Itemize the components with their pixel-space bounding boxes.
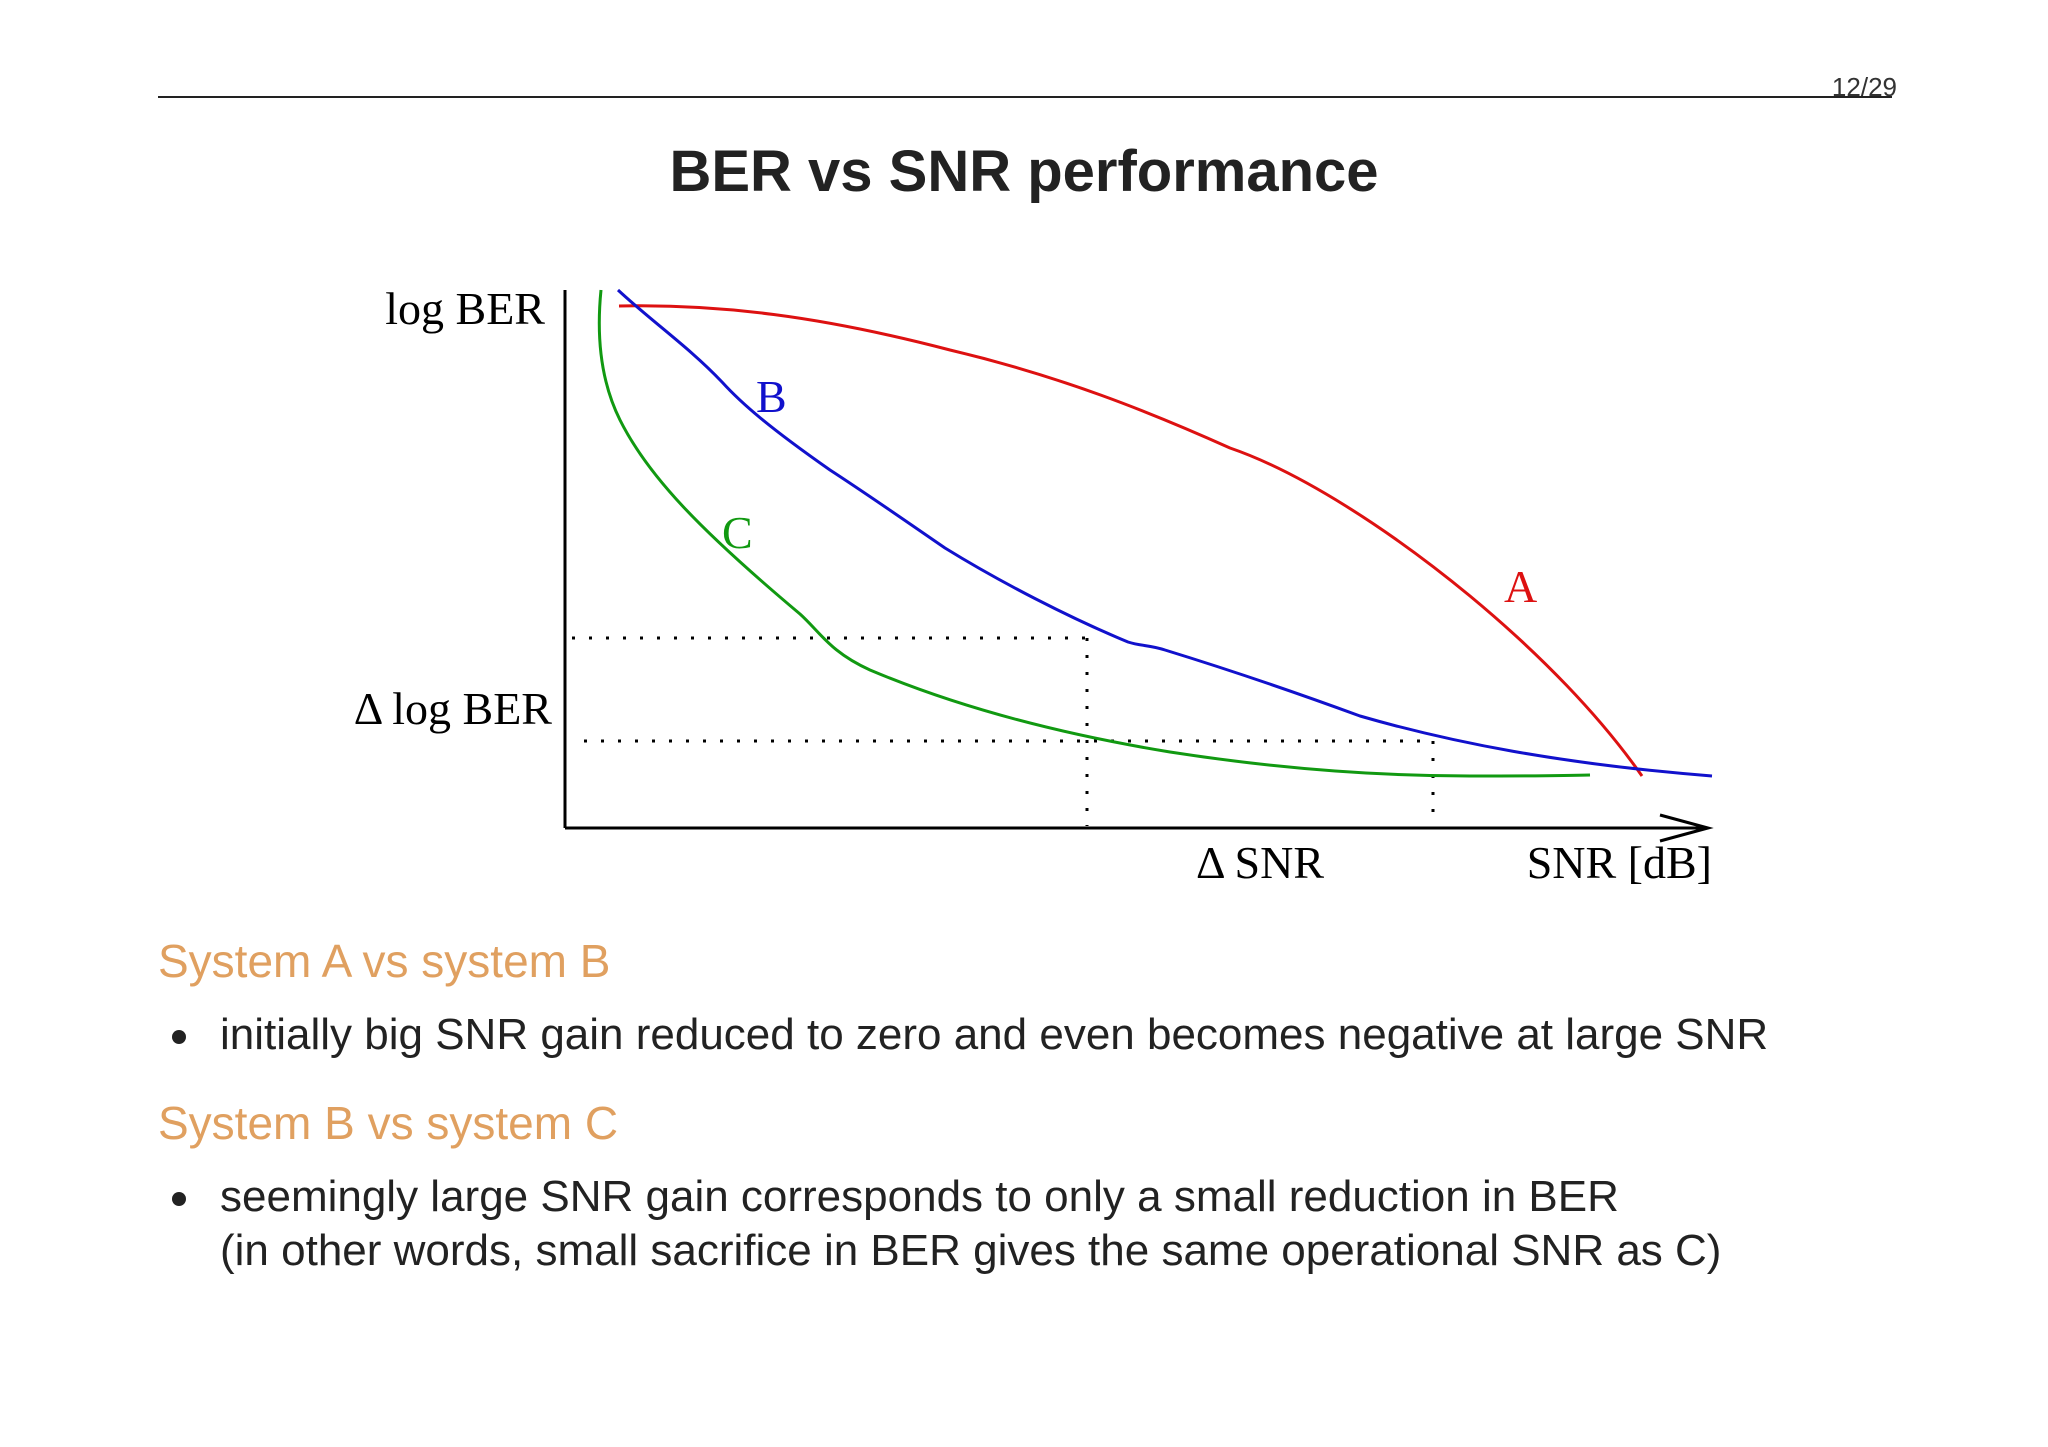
curve-label-b: B: [756, 371, 787, 422]
curve-label-c: C: [722, 507, 753, 558]
y-axis-label: log BER: [385, 283, 545, 334]
slide-title: BER vs SNR performance: [669, 139, 1379, 204]
x-axis-label: SNR [dB]: [1527, 837, 1712, 888]
header-divider: [158, 96, 1892, 98]
delta-snr-label: Δ SNR: [1196, 837, 1324, 888]
bullet-text: initially big SNR gain reduced to zero a…: [220, 1010, 1769, 1059]
bullet-icon: [172, 1192, 186, 1206]
section-heading-b-vs-c: System B vs system C: [158, 1097, 619, 1149]
curve-b: [616, 288, 1713, 778]
bullet-b-vs-c: seemingly large SNR gain corresponds to …: [172, 1170, 1721, 1278]
bullet-a-vs-b: initially big SNR gain reduced to zero a…: [172, 1008, 1768, 1062]
bullet-icon: [172, 1030, 186, 1044]
x-axis-arrowhead: [1659, 813, 1714, 843]
curve-c: [597, 289, 1591, 778]
ber-snr-chart: A B C log BER Δ log BER Δ SNR SNR [dB]: [354, 283, 1714, 888]
bullet-text-line-2: (in other words, small sacrifice in BER …: [220, 1226, 1722, 1275]
curve-a: [618, 304, 1644, 777]
bullet-text-line-1: seemingly large SNR gain corresponds to …: [220, 1172, 1619, 1221]
curve-label-a: A: [1504, 561, 1537, 612]
section-heading-a-vs-b: System A vs system B: [158, 935, 611, 987]
delta-log-ber-label: Δ log BER: [354, 683, 553, 734]
